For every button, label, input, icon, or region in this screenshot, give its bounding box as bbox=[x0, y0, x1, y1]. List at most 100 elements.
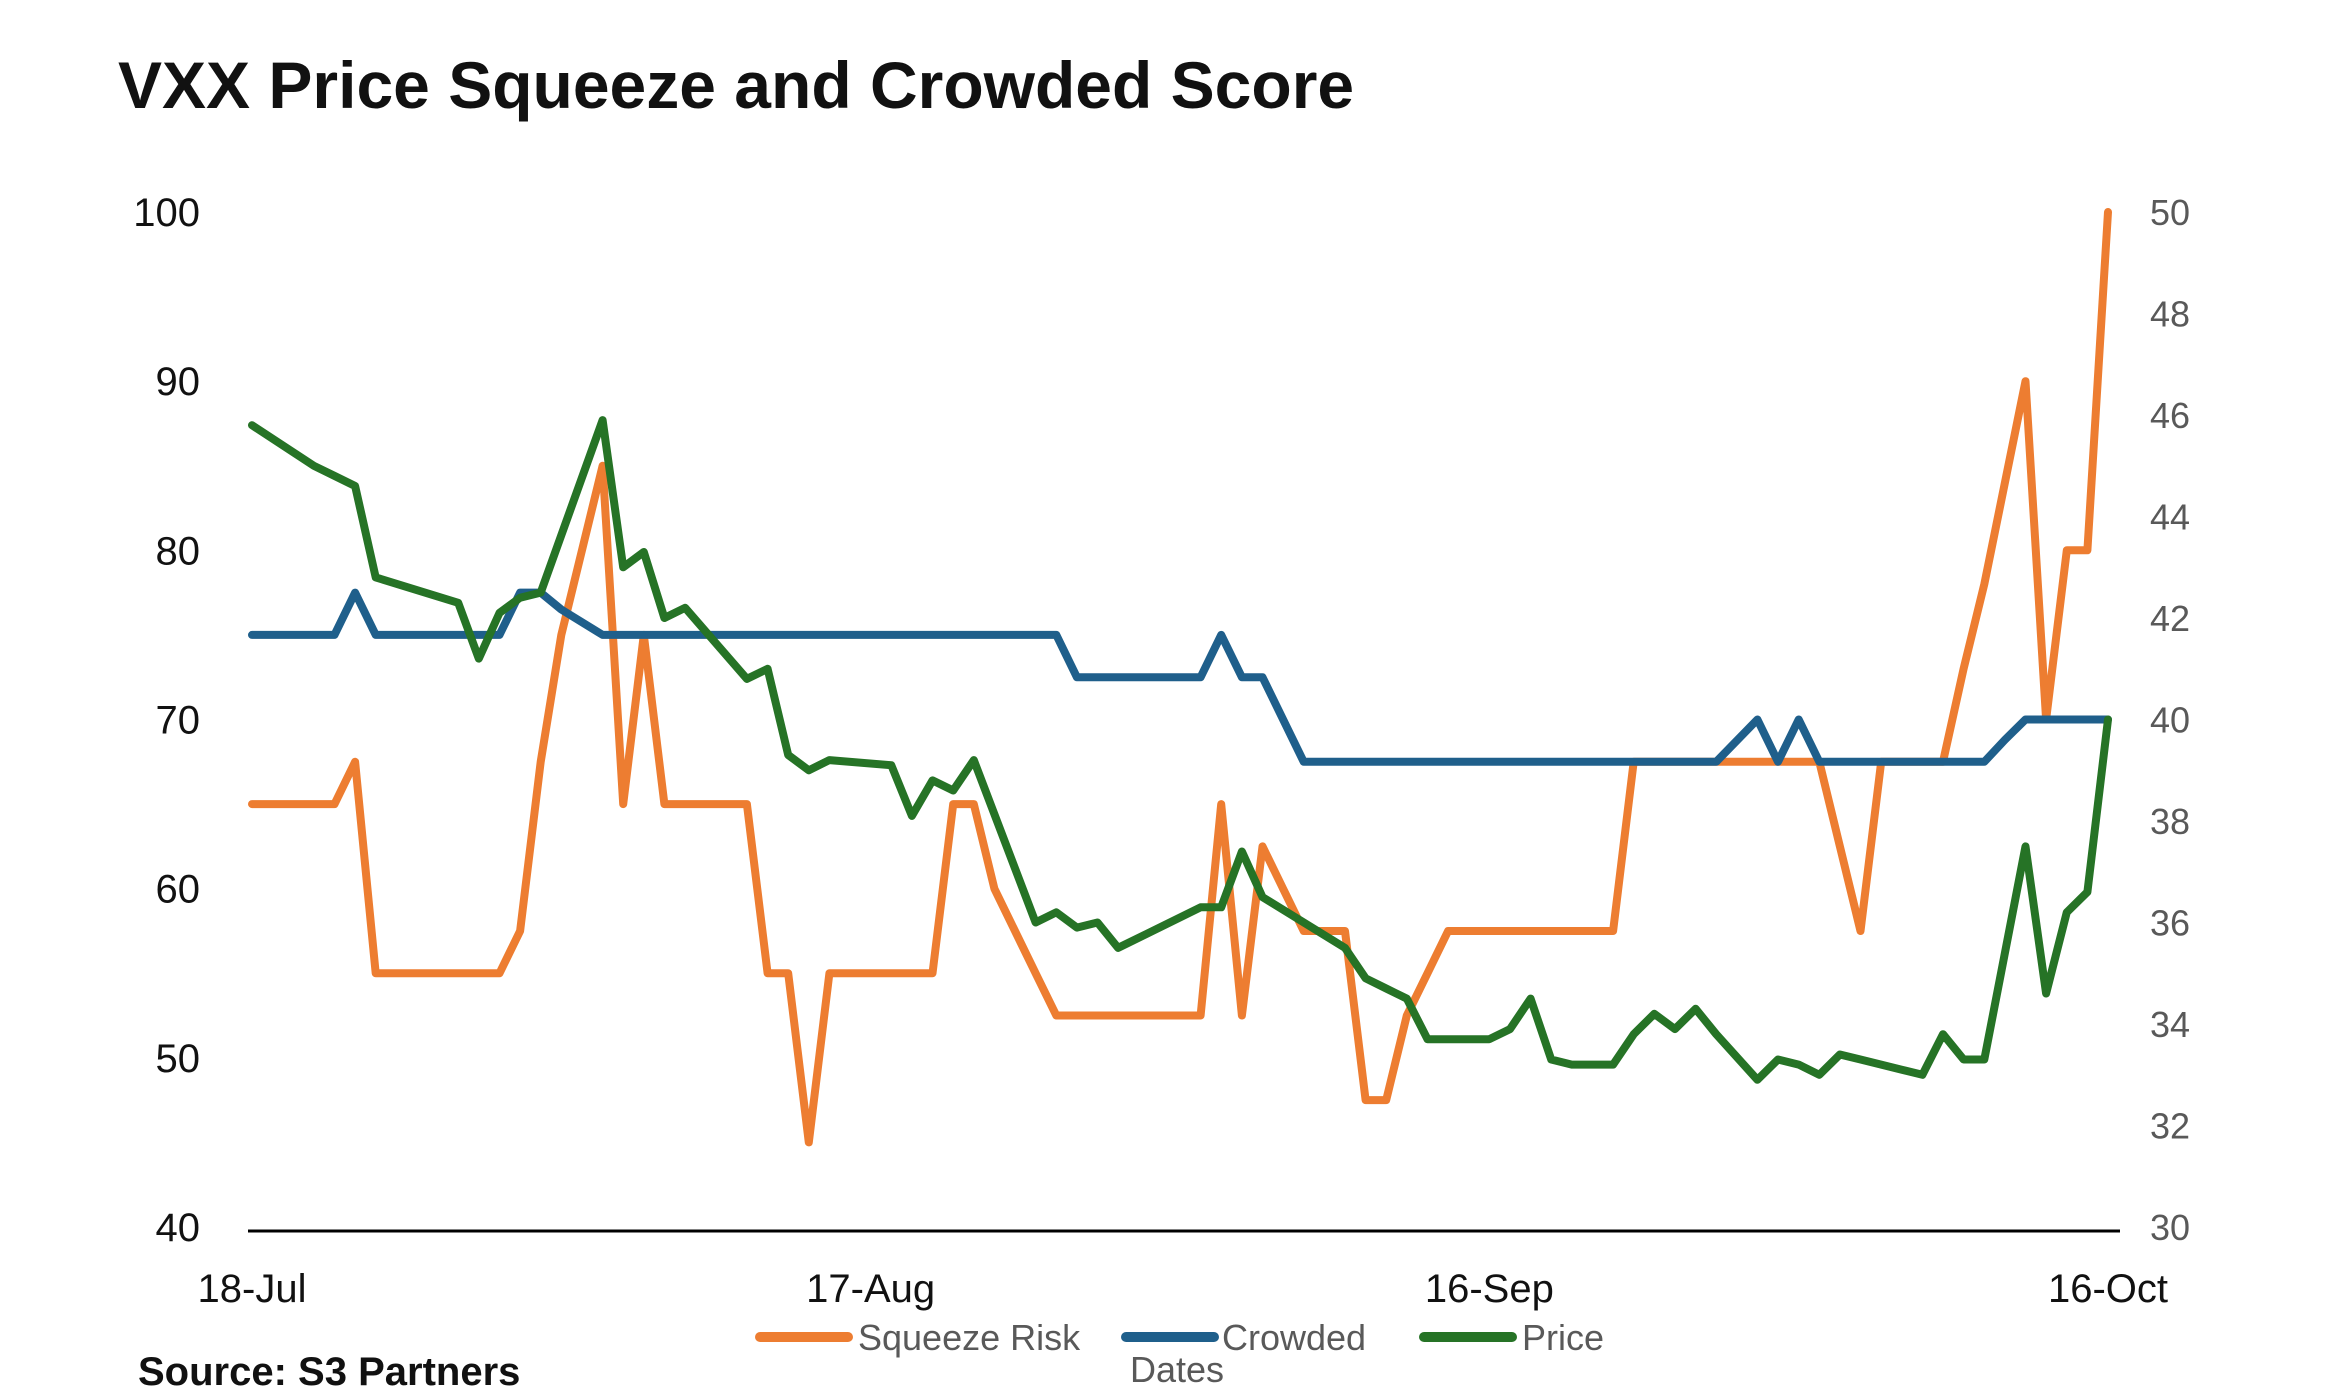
series-layer bbox=[248, 208, 2112, 1147]
data-point bbox=[1197, 1012, 1205, 1020]
series-price bbox=[248, 416, 2112, 1084]
data-point bbox=[1671, 1025, 1679, 1033]
data-point bbox=[2104, 716, 2112, 724]
data-point bbox=[1692, 1005, 1700, 1013]
data-point bbox=[702, 800, 710, 808]
data-point bbox=[619, 563, 627, 571]
series-crowded bbox=[248, 588, 2112, 766]
data-point bbox=[1197, 903, 1205, 911]
data-point bbox=[516, 594, 524, 602]
data-point bbox=[660, 631, 668, 639]
right-tick-label: 44 bbox=[2150, 497, 2190, 538]
data-point bbox=[805, 1138, 813, 1146]
data-point bbox=[1073, 924, 1081, 932]
data-point bbox=[1857, 758, 1865, 766]
data-point bbox=[743, 675, 751, 683]
data-point bbox=[784, 751, 792, 759]
data-point bbox=[1857, 927, 1865, 935]
right-tick-label: 36 bbox=[2150, 903, 2190, 944]
x-tick-label: 16-Oct bbox=[2048, 1267, 2168, 1311]
data-point bbox=[1362, 1096, 1370, 1104]
data-point bbox=[949, 631, 957, 639]
data-point bbox=[764, 631, 772, 639]
data-point bbox=[1815, 1071, 1823, 1079]
data-point bbox=[1960, 1056, 1968, 1064]
data-point bbox=[1259, 842, 1267, 850]
data-point bbox=[1753, 758, 1761, 766]
legend-label-crowded: Crowded bbox=[1222, 1317, 1366, 1358]
data-point bbox=[1877, 1061, 1885, 1069]
data-point bbox=[1609, 927, 1617, 935]
left-tick-label: 50 bbox=[156, 1037, 201, 1081]
data-point bbox=[2063, 546, 2071, 554]
right-axis-ticks: 30 32 34 36 38 40 42 44 46 48 50 bbox=[2150, 192, 2190, 1248]
data-point bbox=[887, 761, 895, 769]
data-point bbox=[537, 758, 545, 766]
data-point bbox=[929, 631, 937, 639]
data-point bbox=[331, 631, 339, 639]
data-point bbox=[1382, 1096, 1390, 1104]
data-point bbox=[1815, 758, 1823, 766]
data-point bbox=[1424, 758, 1432, 766]
data-point bbox=[2083, 546, 2091, 554]
data-point bbox=[1836, 758, 1844, 766]
data-point bbox=[1506, 1025, 1514, 1033]
data-point bbox=[867, 969, 875, 977]
legend-label-price: Price bbox=[1522, 1317, 1604, 1358]
series-squeeze-risk bbox=[248, 208, 2112, 1147]
data-point bbox=[2063, 908, 2071, 916]
data-point bbox=[660, 800, 668, 808]
data-point bbox=[2104, 208, 2112, 216]
data-point bbox=[2001, 949, 2009, 957]
data-point bbox=[784, 631, 792, 639]
data-point bbox=[1980, 580, 1988, 588]
data-point bbox=[2083, 888, 2091, 896]
data-point bbox=[1238, 1012, 1246, 1020]
data-point bbox=[1424, 969, 1432, 977]
data-point bbox=[2001, 479, 2009, 487]
legend-label-squeeze-risk: Squeeze Risk bbox=[858, 1317, 1081, 1358]
data-point bbox=[1898, 758, 1906, 766]
data-point bbox=[1052, 908, 1060, 916]
data-point bbox=[1073, 1012, 1081, 1020]
data-point bbox=[990, 885, 998, 893]
data-point bbox=[1485, 758, 1493, 766]
data-point bbox=[310, 462, 318, 470]
data-point bbox=[331, 472, 339, 480]
data-point bbox=[2022, 842, 2030, 850]
data-point bbox=[1238, 673, 1246, 681]
data-point bbox=[1712, 758, 1720, 766]
data-point bbox=[1032, 919, 1040, 927]
data-point bbox=[764, 969, 772, 977]
data-point bbox=[825, 631, 833, 639]
data-point bbox=[496, 609, 504, 617]
data-point bbox=[1918, 758, 1926, 766]
data-point bbox=[660, 614, 668, 622]
data-point bbox=[1692, 758, 1700, 766]
data-point bbox=[764, 665, 772, 673]
data-point bbox=[1424, 1035, 1432, 1043]
data-point bbox=[1114, 673, 1122, 681]
data-point bbox=[1753, 1076, 1761, 1084]
data-point bbox=[248, 631, 256, 639]
data-point bbox=[949, 787, 957, 795]
data-point bbox=[1052, 631, 1060, 639]
data-point bbox=[599, 416, 607, 424]
data-point bbox=[1094, 673, 1102, 681]
data-point bbox=[1774, 1056, 1782, 1064]
data-point bbox=[2001, 736, 2009, 744]
data-point bbox=[970, 631, 978, 639]
data-point bbox=[1341, 758, 1349, 766]
data-point bbox=[1795, 716, 1803, 724]
data-point bbox=[351, 589, 359, 597]
data-point bbox=[1650, 758, 1658, 766]
data-point bbox=[1382, 758, 1390, 766]
data-point bbox=[1259, 673, 1267, 681]
data-point bbox=[1444, 927, 1452, 935]
x-tick-label: 16-Sep bbox=[1425, 1267, 1554, 1311]
data-point bbox=[1217, 800, 1225, 808]
data-point bbox=[1795, 758, 1803, 766]
data-point bbox=[805, 766, 813, 774]
data-point bbox=[1485, 927, 1493, 935]
x-tick-label: 18-Jul bbox=[198, 1267, 307, 1311]
